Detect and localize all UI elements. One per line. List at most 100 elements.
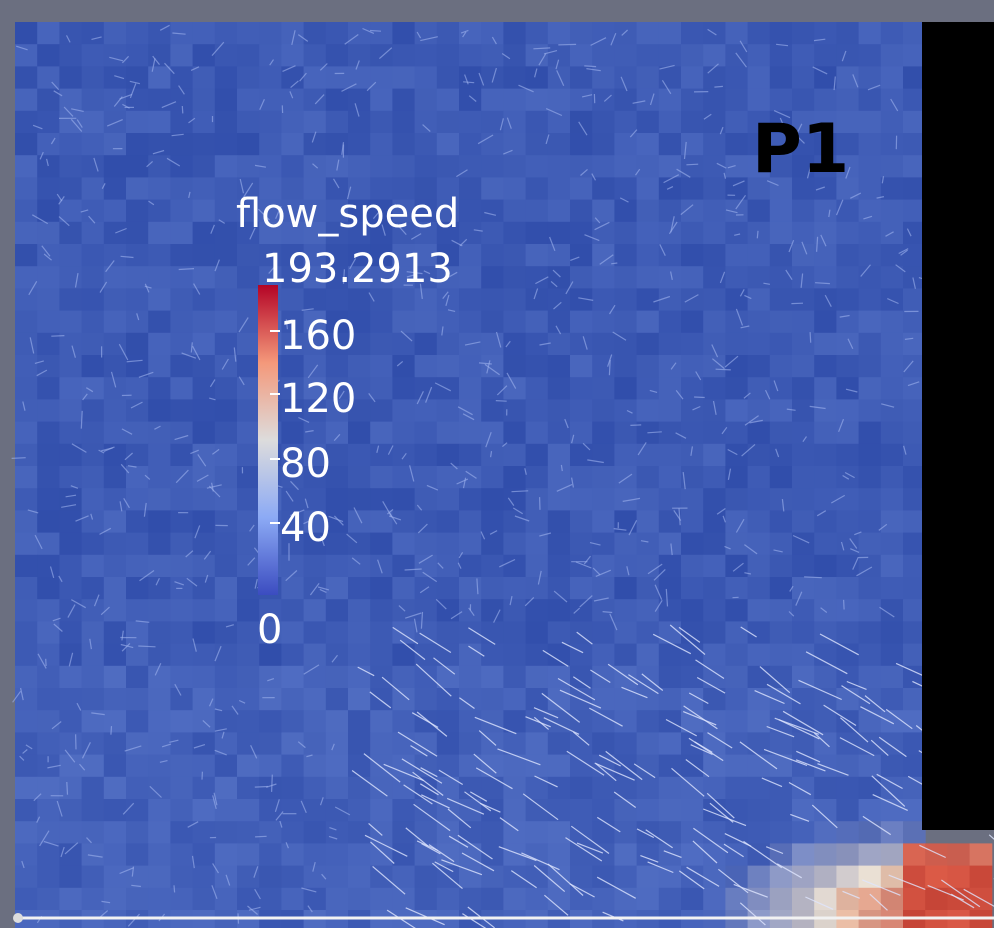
cell (526, 866, 549, 889)
cell (15, 399, 38, 422)
cell (859, 155, 882, 178)
cell (725, 555, 748, 578)
cell (59, 66, 82, 89)
cell (237, 288, 260, 311)
cell (170, 555, 193, 578)
cell (215, 399, 238, 422)
cell (481, 355, 504, 378)
cell (104, 89, 127, 112)
cell (15, 89, 38, 112)
cell (859, 777, 882, 800)
cell (570, 89, 593, 112)
cell (170, 288, 193, 311)
cell (703, 133, 726, 156)
cell (770, 577, 793, 600)
cell (570, 422, 593, 445)
cell (503, 866, 526, 889)
cell (437, 377, 460, 400)
cell (814, 710, 837, 733)
cell (637, 466, 660, 489)
cell (281, 133, 304, 156)
cell (725, 133, 748, 156)
cell (82, 777, 105, 800)
cell (170, 177, 193, 200)
cell (792, 599, 815, 622)
cell (637, 710, 660, 733)
cell (281, 799, 304, 822)
cell (82, 133, 105, 156)
cell (170, 777, 193, 800)
cell (570, 488, 593, 511)
cell (614, 866, 637, 889)
cell (570, 777, 593, 800)
cell (148, 89, 171, 112)
cell (392, 133, 415, 156)
cell (881, 644, 904, 667)
cell (59, 621, 82, 644)
cell (859, 355, 882, 378)
cell (703, 177, 726, 200)
cell (281, 89, 304, 112)
cell (370, 466, 393, 489)
cell (725, 621, 748, 644)
cell (392, 710, 415, 733)
cell (459, 488, 482, 511)
cell (326, 755, 349, 778)
cell (348, 888, 371, 911)
cell (148, 621, 171, 644)
cell (637, 111, 660, 134)
cell (326, 777, 349, 800)
cell (459, 555, 482, 578)
cell (748, 333, 771, 356)
cell (792, 577, 815, 600)
cell (814, 244, 837, 267)
cell (415, 599, 438, 622)
cell (37, 177, 60, 200)
cell (15, 888, 38, 911)
cell (481, 621, 504, 644)
cell (592, 510, 615, 533)
cell (859, 89, 882, 112)
cell (836, 555, 859, 578)
cell (526, 311, 549, 334)
cell (437, 533, 460, 556)
cell (770, 821, 793, 844)
cell (215, 799, 238, 822)
cell (259, 688, 282, 711)
cell (681, 843, 704, 866)
cell (148, 466, 171, 489)
cell (503, 155, 526, 178)
cell (193, 888, 216, 911)
cell (681, 533, 704, 556)
cell (415, 444, 438, 467)
cell (637, 843, 660, 866)
cell (37, 466, 60, 489)
cell (126, 755, 149, 778)
cell (281, 777, 304, 800)
cell (348, 510, 371, 533)
cell (614, 222, 637, 245)
cell (859, 333, 882, 356)
cell (503, 111, 526, 134)
cell (659, 44, 682, 67)
cell (237, 488, 260, 511)
cell (215, 288, 238, 311)
cell (770, 422, 793, 445)
cell (614, 555, 637, 578)
cell (614, 599, 637, 622)
cell (836, 488, 859, 511)
cell (104, 710, 127, 733)
cell (104, 533, 127, 556)
cell (481, 333, 504, 356)
cell (59, 888, 82, 911)
cell (215, 155, 238, 178)
cell (126, 688, 149, 711)
cell (881, 621, 904, 644)
cell (526, 533, 549, 556)
cell (925, 888, 948, 911)
cell (392, 888, 415, 911)
cell (614, 133, 637, 156)
cell (82, 555, 105, 578)
cell (748, 599, 771, 622)
cell (836, 22, 859, 45)
